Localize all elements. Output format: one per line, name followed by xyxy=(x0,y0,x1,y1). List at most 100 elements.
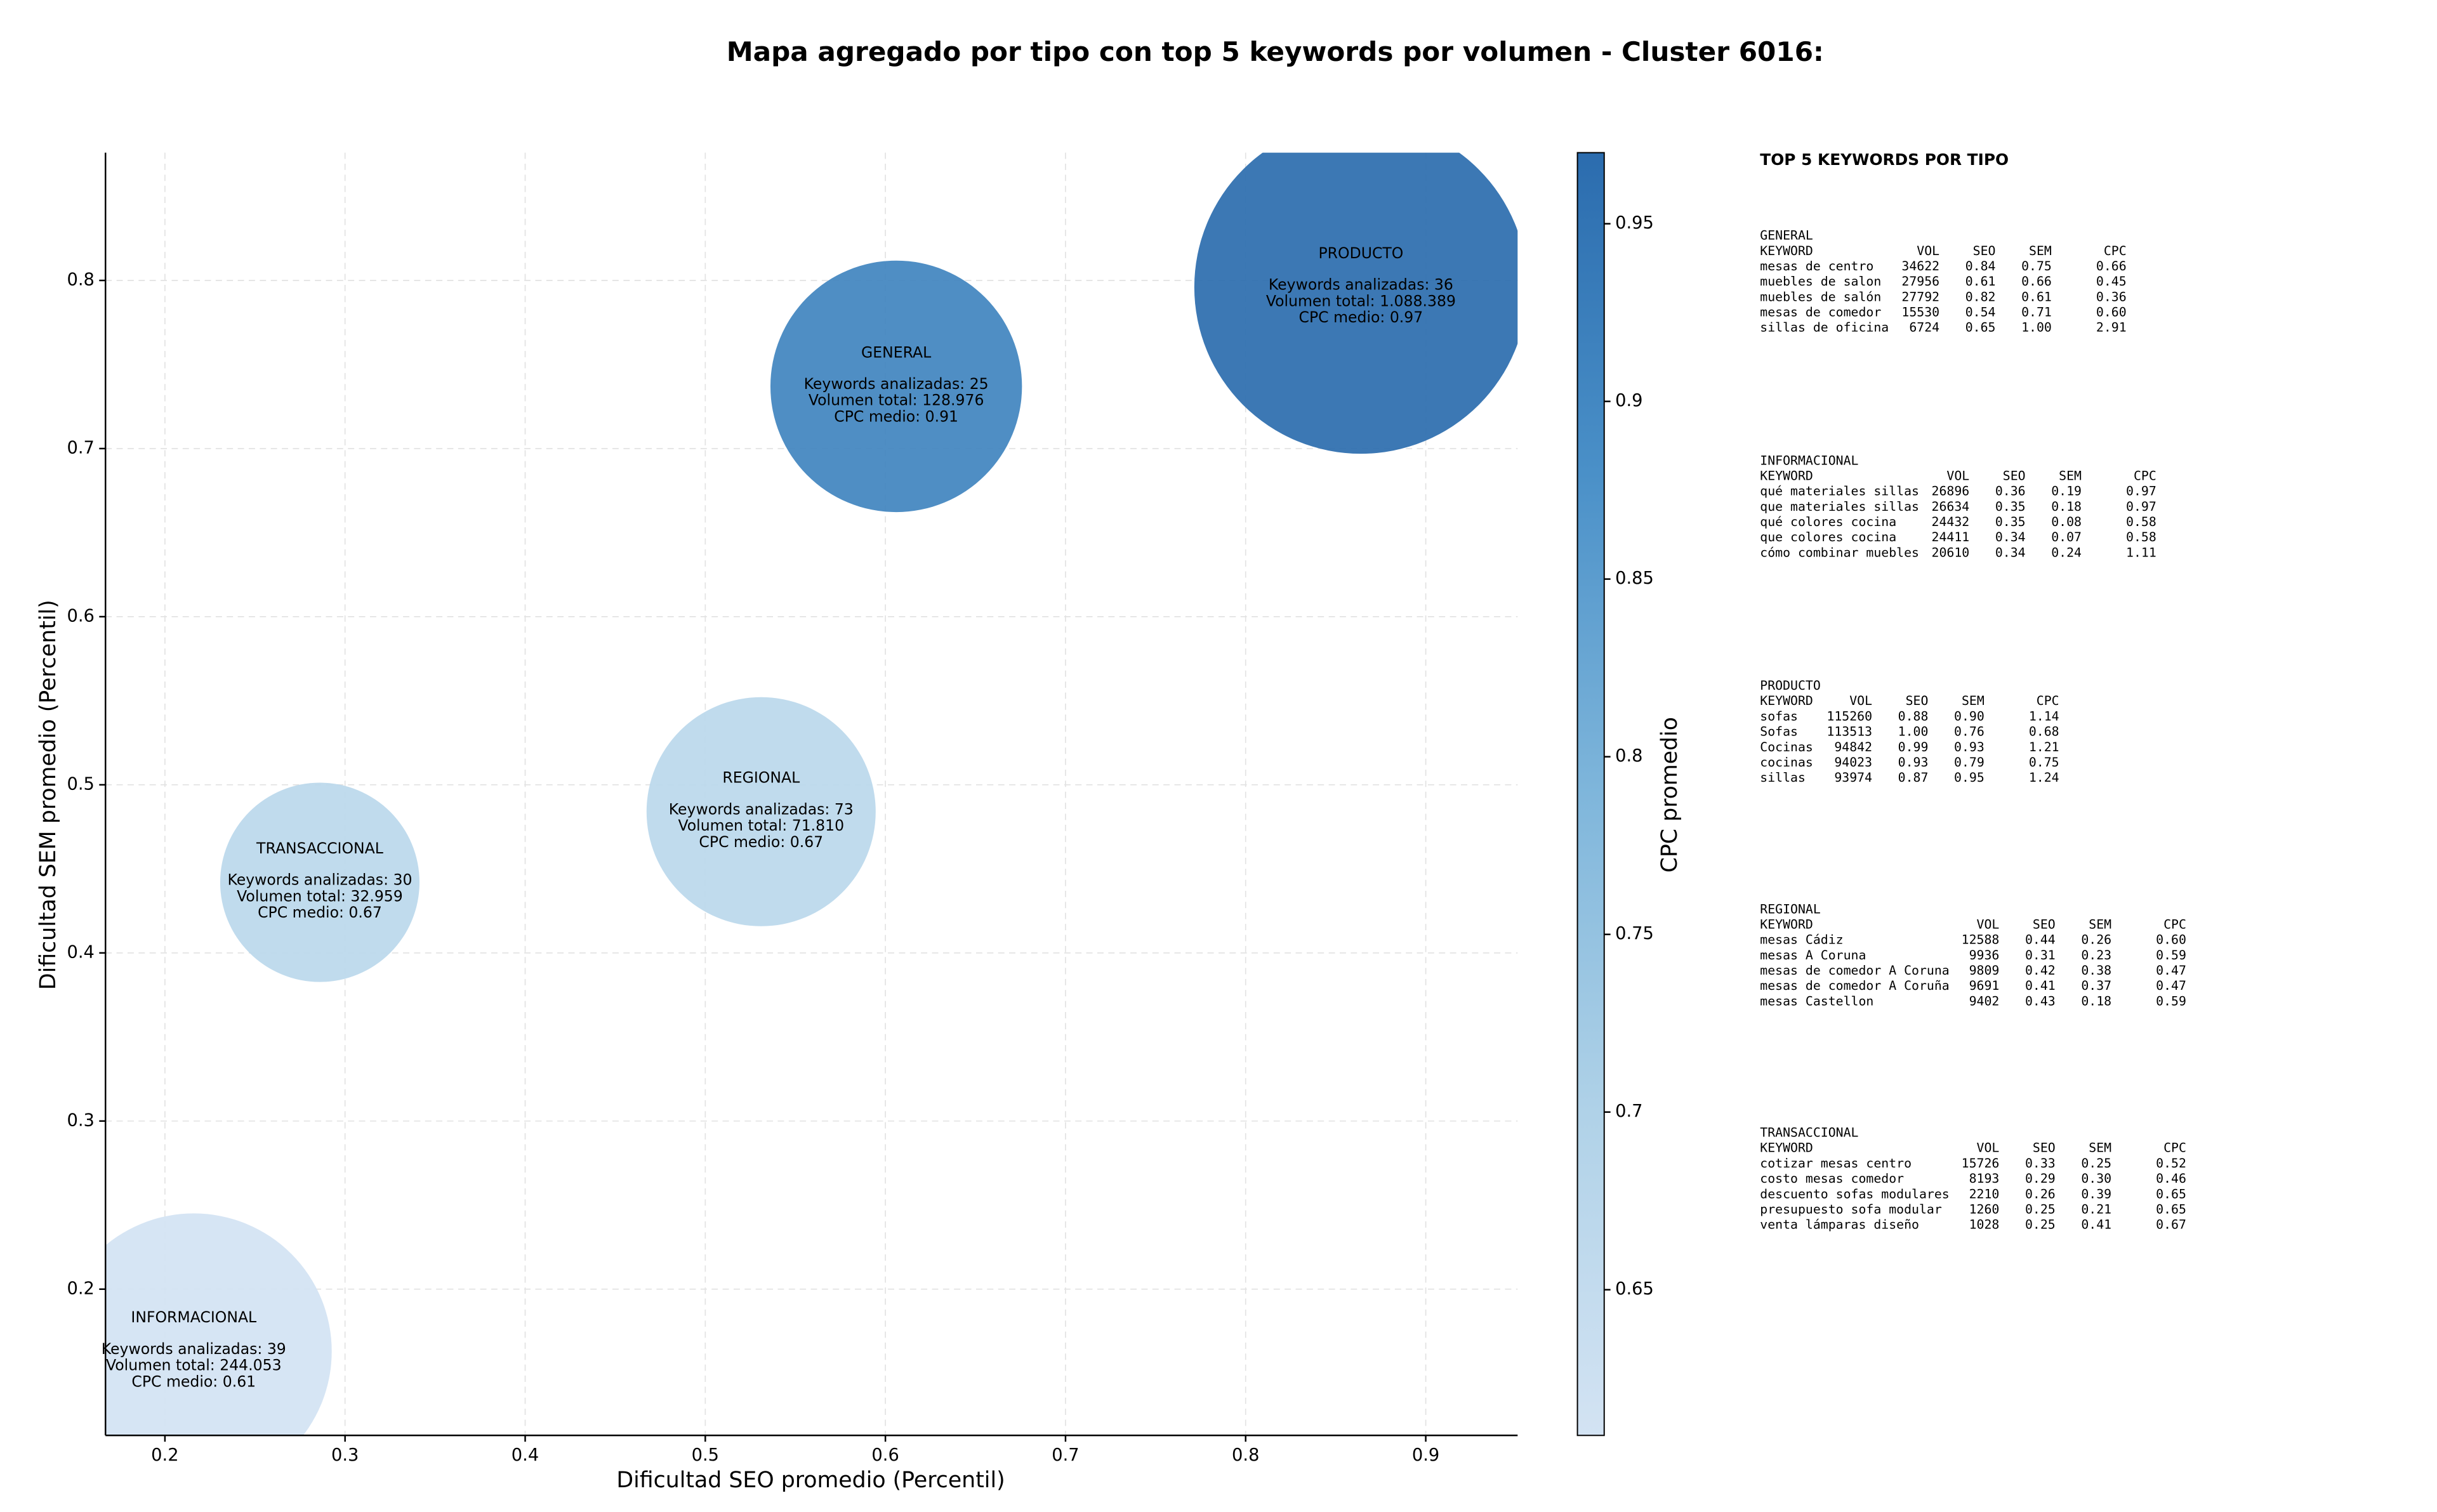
table-cell: 0.99 xyxy=(1898,740,1929,754)
table-cell: 0.45 xyxy=(2096,274,2127,289)
plot-area xyxy=(105,152,1518,1436)
bubble-annotation: Volumen total: 1.088.389 xyxy=(1266,292,1456,310)
table-cell: 0.33 xyxy=(2025,1156,2056,1171)
column-header: KEYWORD xyxy=(1760,244,1813,258)
table-cell: descuento sofas modulares xyxy=(1760,1187,1949,1201)
column-header: SEO xyxy=(2033,1141,2056,1155)
column-header: KEYWORD xyxy=(1760,694,1813,708)
column-header: VOL xyxy=(1977,917,2000,931)
table-cell: qué materiales sillas xyxy=(1760,484,1919,499)
column-header: VOL xyxy=(1946,468,1969,483)
table-cell: 0.75 xyxy=(2021,259,2052,273)
table-cell: 24411 xyxy=(1932,530,1970,544)
table-cell: 0.25 xyxy=(2025,1218,2056,1232)
table-cell: 0.31 xyxy=(2025,948,2056,963)
table-cell: cotizar mesas centro xyxy=(1760,1156,1912,1171)
table-cell: mesas A Coruna xyxy=(1760,948,1866,963)
table-cell: 0.65 xyxy=(1965,320,1996,335)
section-name: TRANSACCIONAL xyxy=(1760,1126,1858,1140)
table-cell: 0.34 xyxy=(1995,530,2026,544)
column-header: SEM xyxy=(2089,1141,2111,1155)
table-cell: muebles de salon xyxy=(1760,274,1881,289)
table-cell: 26634 xyxy=(1932,499,1970,514)
table-cell: 20610 xyxy=(1932,545,1970,560)
table-cell: 0.95 xyxy=(1954,770,1985,785)
bubble xyxy=(220,782,419,982)
table-cell: 0.25 xyxy=(2025,1202,2056,1216)
section-name: REGIONAL xyxy=(1760,902,1821,916)
column-header: SEO xyxy=(2033,917,2056,931)
table-cell: 0.35 xyxy=(1995,499,2026,514)
table-cell: mesas de comedor xyxy=(1760,305,1881,320)
bubble xyxy=(105,1213,332,1436)
x-tick-label: 0.7 xyxy=(1052,1445,1079,1465)
table-cell: mesas de centro xyxy=(1760,259,1873,273)
table-cell: 0.26 xyxy=(2081,933,2111,947)
colorbar-tick-label: 0.65 xyxy=(1615,1279,1654,1299)
bubble-name: INFORMACIONAL xyxy=(131,1308,256,1326)
column-header: CPC xyxy=(2104,244,2127,258)
bubble-annotation: Keywords analizadas: 30 xyxy=(227,871,412,889)
table-cell: 1.00 xyxy=(2021,320,2052,335)
table-cell: 0.79 xyxy=(1954,755,1985,770)
table-cell: 34622 xyxy=(1901,259,1939,273)
bubble-annotation: Keywords analizadas: 73 xyxy=(669,800,854,818)
table-cell: Cocinas xyxy=(1760,740,1813,754)
table-cell: 0.87 xyxy=(1898,770,1929,785)
column-header: VOL xyxy=(1917,244,1939,258)
table-cell: mesas Cádiz xyxy=(1760,933,1843,947)
table-cell: 27956 xyxy=(1901,274,1939,289)
colorbar xyxy=(1576,152,1605,1436)
table-cell: 12588 xyxy=(1962,933,2000,947)
table-cell: 9402 xyxy=(1969,994,2000,1008)
table-cell: 0.23 xyxy=(2081,948,2111,963)
y-tick-label: 0.8 xyxy=(67,270,94,289)
table-cell: 0.97 xyxy=(2126,484,2156,499)
table-cell: 1028 xyxy=(1969,1218,2000,1232)
table-cell: 0.76 xyxy=(1954,725,1985,739)
table-cell: 9691 xyxy=(1969,978,2000,993)
table-cell: 0.59 xyxy=(2156,948,2186,963)
table-cell: 0.75 xyxy=(2029,755,2059,770)
table-cell: 0.65 xyxy=(2156,1202,2186,1216)
table-cell: mesas de comedor A Coruña xyxy=(1760,978,1949,993)
table-cell: 0.21 xyxy=(2081,1202,2111,1216)
table-cell: 0.08 xyxy=(2051,515,2082,529)
table-cell: 0.18 xyxy=(2051,499,2082,514)
bubble-name: TRANSACCIONAL xyxy=(256,839,383,857)
table-cell: que materiales sillas xyxy=(1760,499,1919,514)
table-cell: 0.90 xyxy=(1954,709,1985,723)
colorbar-tick-label: 0.9 xyxy=(1615,391,1642,411)
x-tick-label: 0.4 xyxy=(512,1445,539,1465)
table-cell: 0.58 xyxy=(2126,530,2156,544)
table-cell: 0.52 xyxy=(2156,1156,2186,1171)
section-name: PRODUCTO xyxy=(1760,678,1821,693)
y-axis-label: Dificultad SEM promedio (Percentil) xyxy=(36,600,61,990)
table-cell: 0.41 xyxy=(2081,1218,2111,1232)
table-cell: sillas xyxy=(1760,770,1806,785)
bubble-annotation: CPC medio: 0.91 xyxy=(834,408,958,426)
table-cell: 26896 xyxy=(1932,484,1970,499)
grid xyxy=(105,152,1518,1436)
table-cell: 2210 xyxy=(1969,1187,2000,1201)
x-tick-label: 0.5 xyxy=(692,1445,719,1465)
table-cell: sillas de oficina xyxy=(1760,320,1889,335)
table-cell: 94023 xyxy=(1834,755,1872,770)
column-header: SEO xyxy=(1906,694,1929,708)
table-cell: 0.07 xyxy=(2051,530,2082,544)
bubble-annotation: CPC medio: 0.67 xyxy=(699,833,823,851)
bubble-annotation: Keywords analizadas: 39 xyxy=(102,1340,286,1358)
table-cell: 0.59 xyxy=(2156,994,2186,1008)
table-cell: 0.26 xyxy=(2025,1187,2056,1201)
column-header: VOL xyxy=(1977,1141,2000,1155)
table-cell: 15726 xyxy=(1962,1156,2000,1171)
y-tick-label: 0.7 xyxy=(67,438,94,457)
table-cell: 0.61 xyxy=(1965,274,1996,289)
table-cell: que colores cocina xyxy=(1760,530,1896,544)
bubble xyxy=(770,260,1022,513)
table-cell: 0.66 xyxy=(2096,259,2127,273)
table-cell: 0.93 xyxy=(1954,740,1985,754)
table-cell: 0.43 xyxy=(2025,994,2056,1008)
column-header: SEM xyxy=(2089,917,2111,931)
